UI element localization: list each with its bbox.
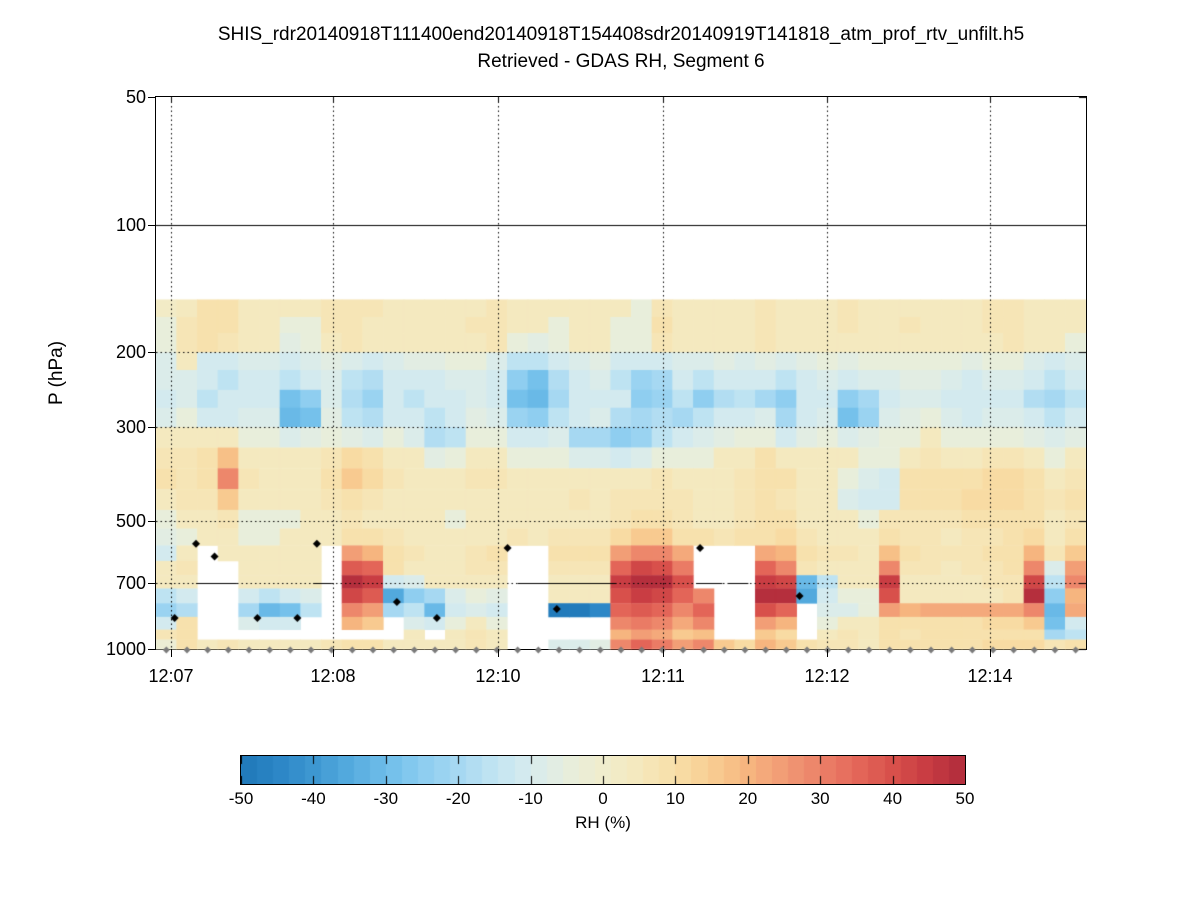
y-tick-label: 1000 bbox=[105, 639, 146, 659]
x-tick-mark bbox=[827, 649, 828, 657]
colorbar-tick-label: -40 bbox=[301, 789, 326, 808]
figure-subtitle: Retrieved - GDAS RH, Segment 6 bbox=[477, 51, 765, 72]
y-axis-label: P (hPa) bbox=[46, 340, 67, 406]
heatmap-canvas bbox=[156, 97, 1086, 655]
colorbar-tick-label: -50 bbox=[228, 789, 254, 808]
y-tick-mark bbox=[148, 97, 155, 98]
colorbar-tick-label: -10 bbox=[518, 789, 543, 808]
x-tick-label: 12:12 bbox=[804, 666, 850, 686]
y-tick-mark bbox=[148, 649, 155, 650]
figure-title: SHIS_rdr20140918T111400end20140918T15440… bbox=[217, 24, 1025, 45]
y-tick-mark bbox=[148, 225, 155, 226]
colorbar-tick-label: 40 bbox=[883, 789, 903, 808]
y-tick-mark bbox=[148, 352, 155, 353]
y-tick-label: 300 bbox=[115, 417, 146, 438]
colorbar bbox=[240, 755, 966, 785]
y-tick-label: 50 bbox=[125, 87, 146, 107]
y-tick-label: 100 bbox=[115, 214, 146, 235]
x-tick-label: 12:08 bbox=[310, 666, 356, 686]
x-tick-mark bbox=[990, 649, 991, 657]
x-tick-mark bbox=[663, 649, 664, 657]
colorbar-tick-label: 10 bbox=[665, 789, 685, 808]
x-tick-label: 12:14 bbox=[967, 666, 1013, 686]
x-tick-label: 12:07 bbox=[148, 666, 194, 686]
colorbar-tick-label: 50 bbox=[955, 789, 975, 808]
x-tick-mark bbox=[333, 649, 334, 657]
colorbar-canvas bbox=[241, 756, 965, 784]
y-tick-label: 700 bbox=[115, 573, 146, 594]
colorbar-label: RH (%) bbox=[575, 813, 631, 832]
colorbar-tick-label: 30 bbox=[810, 789, 830, 808]
x-tick-label: 12:11 bbox=[641, 666, 685, 686]
colorbar-tick-label: 0 bbox=[598, 789, 608, 808]
plot-area bbox=[155, 96, 1087, 655]
colorbar-tick-label: 20 bbox=[738, 789, 758, 808]
y-tick-mark bbox=[148, 583, 155, 584]
y-tick-label: 200 bbox=[115, 342, 146, 363]
x-tick-mark bbox=[498, 649, 499, 657]
x-tick-label: 12:10 bbox=[475, 666, 521, 686]
colorbar-tick-label: -20 bbox=[445, 789, 471, 808]
colorbar-tick-label: -30 bbox=[373, 789, 399, 808]
y-tick-label: 500 bbox=[115, 511, 146, 532]
x-tick-mark bbox=[171, 649, 172, 657]
y-tick-mark bbox=[148, 427, 155, 428]
y-tick-mark bbox=[148, 521, 155, 522]
